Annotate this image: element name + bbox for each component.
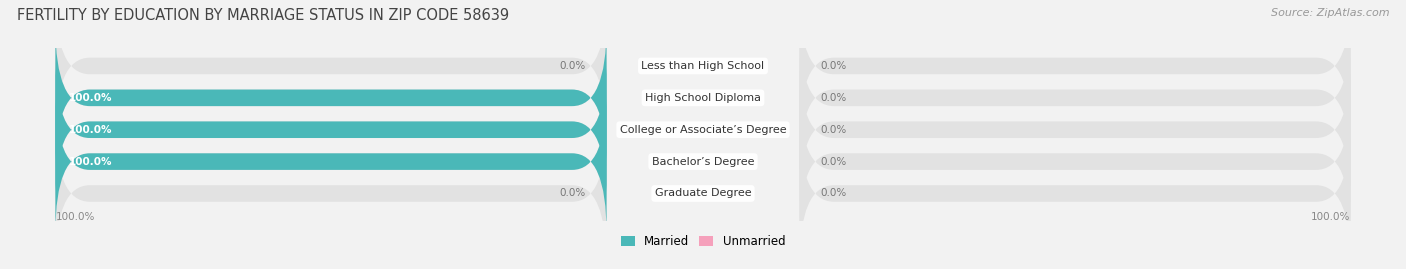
- FancyBboxPatch shape: [55, 26, 606, 169]
- FancyBboxPatch shape: [800, 0, 1351, 137]
- Text: High School Diploma: High School Diploma: [645, 93, 761, 103]
- FancyBboxPatch shape: [800, 90, 1351, 233]
- Text: FERTILITY BY EDUCATION BY MARRIAGE STATUS IN ZIP CODE 58639: FERTILITY BY EDUCATION BY MARRIAGE STATU…: [17, 8, 509, 23]
- Text: Bachelor’s Degree: Bachelor’s Degree: [652, 157, 754, 167]
- Text: 0.0%: 0.0%: [820, 61, 846, 71]
- Text: Less than High School: Less than High School: [641, 61, 765, 71]
- Text: 100.0%: 100.0%: [69, 157, 112, 167]
- FancyBboxPatch shape: [55, 90, 606, 233]
- FancyBboxPatch shape: [55, 0, 606, 137]
- FancyBboxPatch shape: [800, 26, 1351, 169]
- FancyBboxPatch shape: [55, 122, 606, 265]
- FancyBboxPatch shape: [55, 26, 606, 169]
- Text: 0.0%: 0.0%: [820, 125, 846, 135]
- Text: College or Associate’s Degree: College or Associate’s Degree: [620, 125, 786, 135]
- FancyBboxPatch shape: [800, 122, 1351, 265]
- Text: 0.0%: 0.0%: [820, 93, 846, 103]
- FancyBboxPatch shape: [55, 58, 606, 201]
- Text: 0.0%: 0.0%: [560, 61, 586, 71]
- Text: 100.0%: 100.0%: [55, 213, 94, 222]
- FancyBboxPatch shape: [55, 90, 606, 233]
- Text: 100.0%: 100.0%: [69, 93, 112, 103]
- Text: 100.0%: 100.0%: [69, 125, 112, 135]
- Legend: Married, Unmarried: Married, Unmarried: [616, 230, 790, 253]
- Text: Source: ZipAtlas.com: Source: ZipAtlas.com: [1271, 8, 1389, 18]
- FancyBboxPatch shape: [55, 58, 606, 201]
- Text: 100.0%: 100.0%: [1312, 213, 1351, 222]
- Text: 0.0%: 0.0%: [820, 189, 846, 199]
- Text: Graduate Degree: Graduate Degree: [655, 189, 751, 199]
- FancyBboxPatch shape: [800, 58, 1351, 201]
- Text: 0.0%: 0.0%: [560, 189, 586, 199]
- Text: 0.0%: 0.0%: [820, 157, 846, 167]
